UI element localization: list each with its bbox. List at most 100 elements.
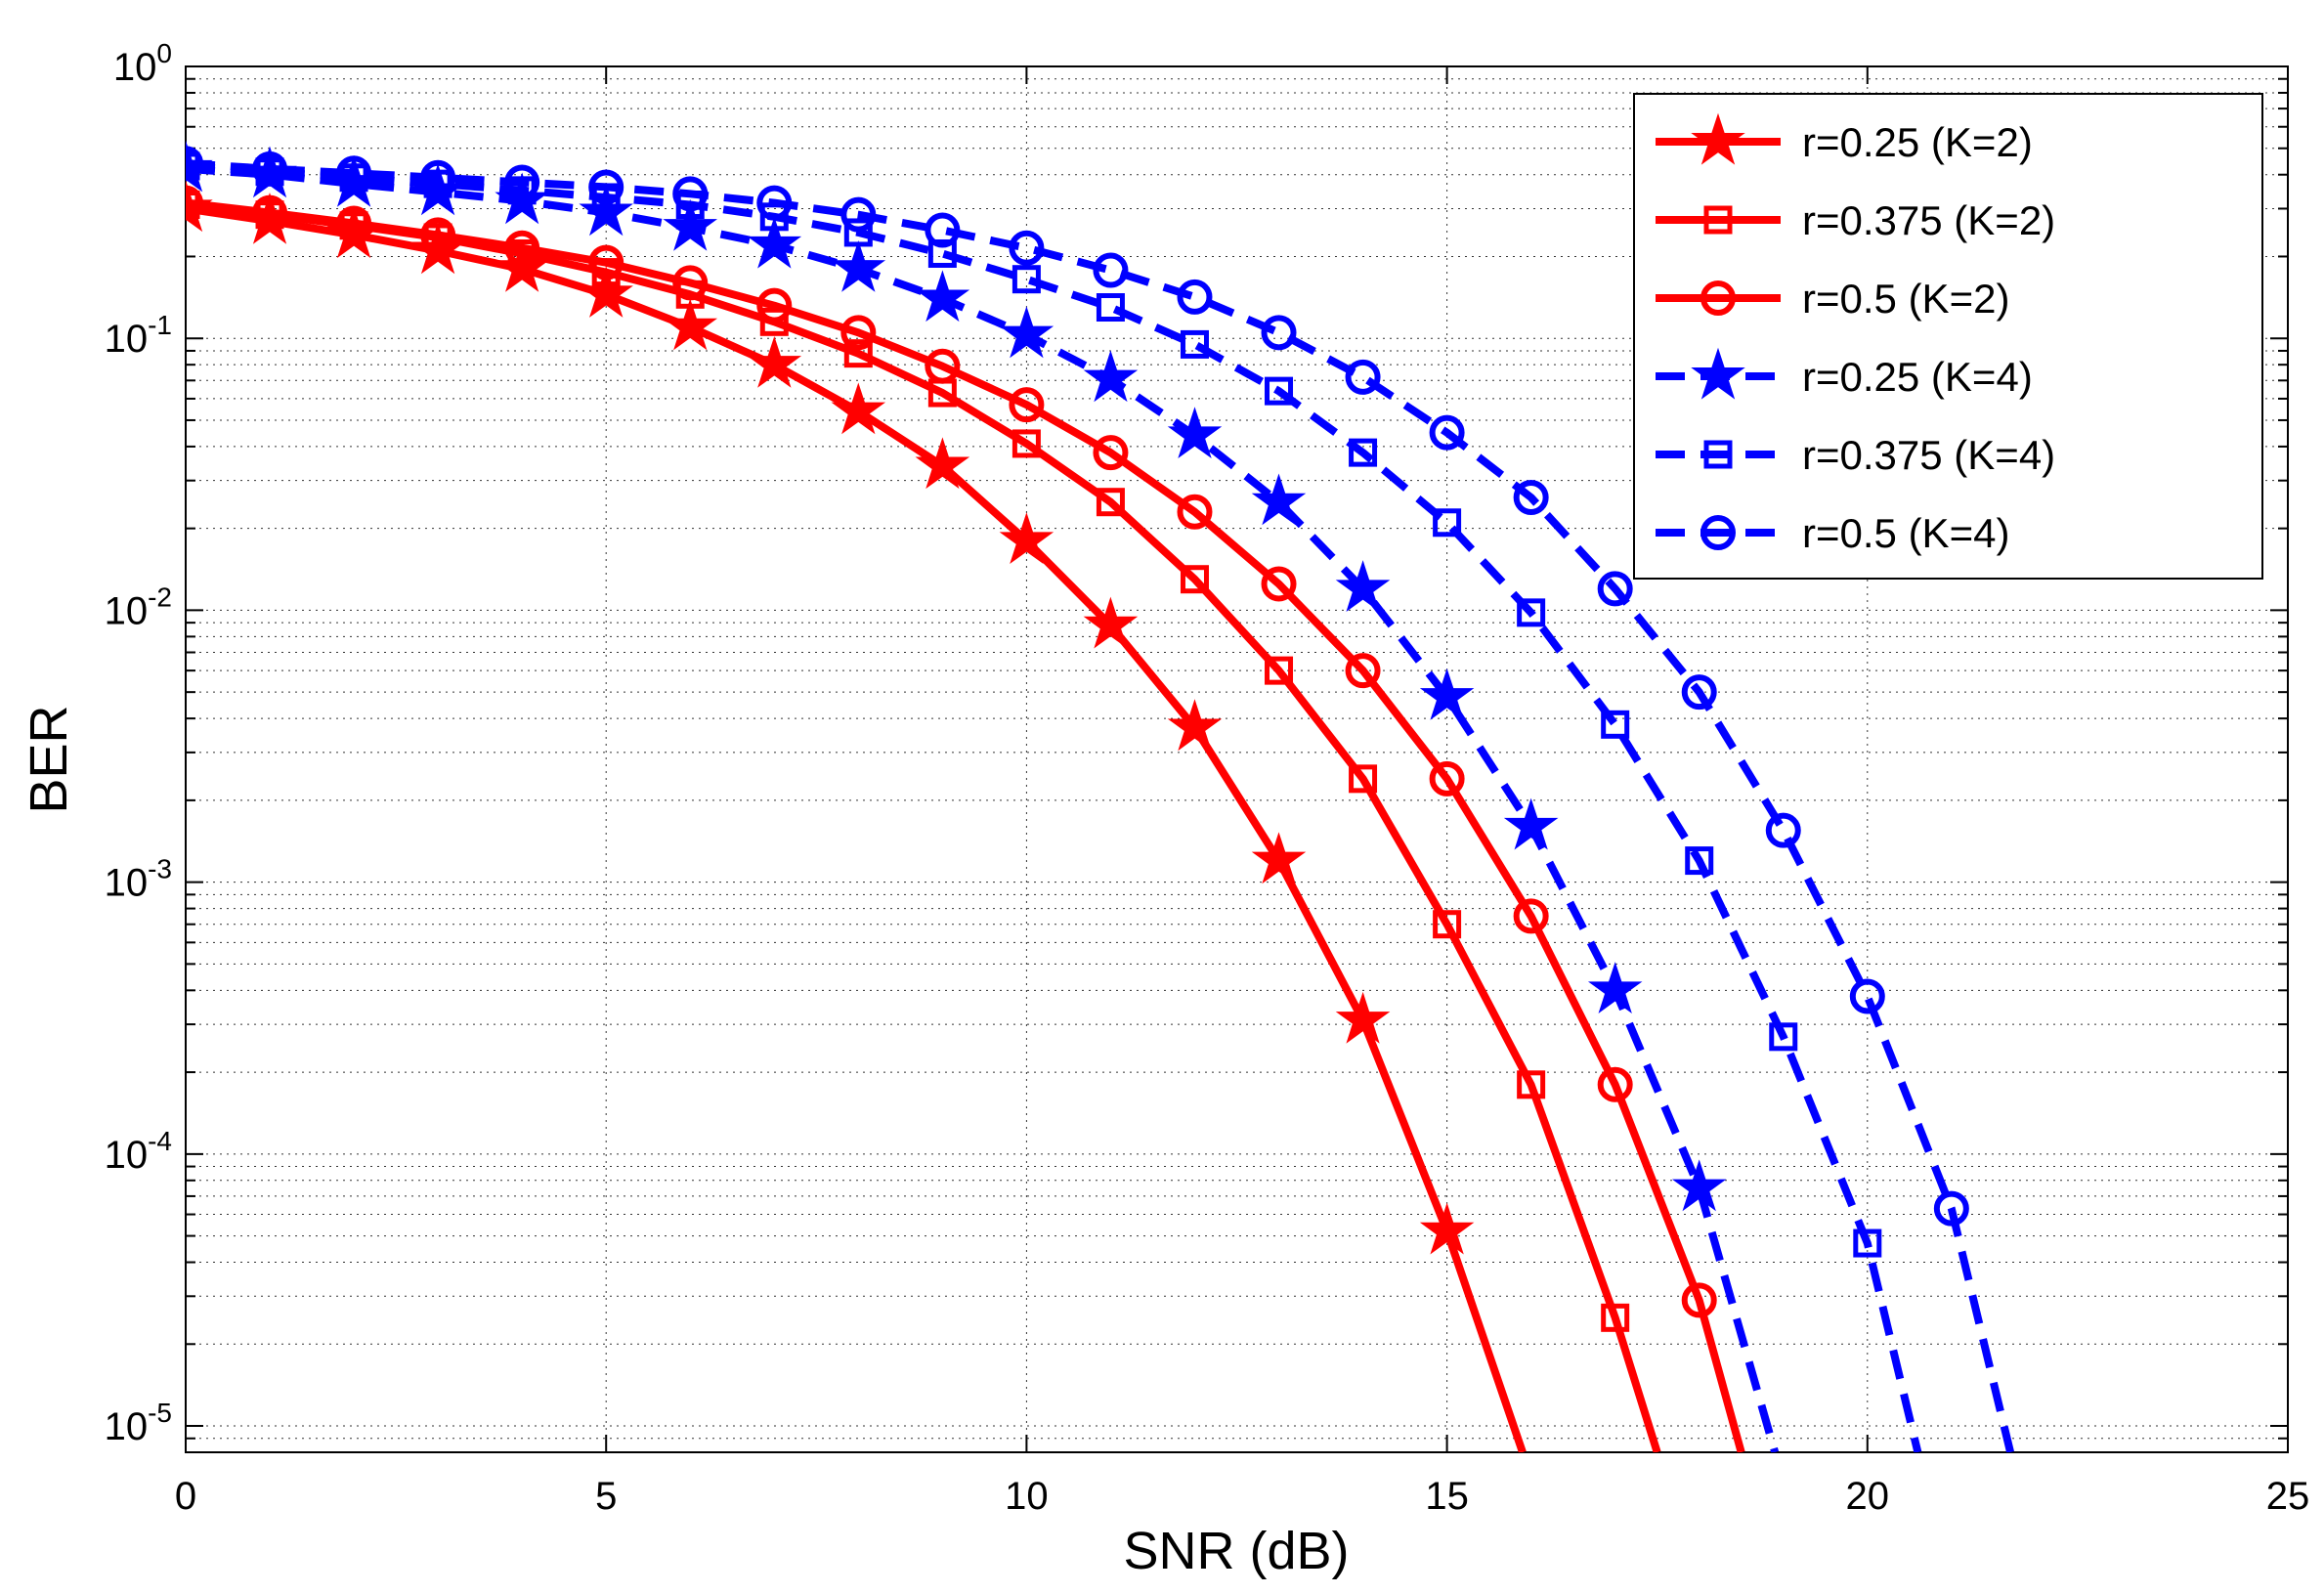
y-tick-base: 10 xyxy=(105,589,149,632)
data-point xyxy=(925,348,961,384)
data-point xyxy=(1345,653,1381,689)
data-point xyxy=(1419,668,1475,720)
series xyxy=(186,140,2014,1452)
data-point xyxy=(1517,598,1546,627)
x-tick-label: 0 xyxy=(175,1475,196,1518)
data-point xyxy=(915,437,970,490)
legend-marker xyxy=(1703,440,1733,469)
x-tick-label: 20 xyxy=(1846,1475,1890,1518)
data-point xyxy=(1251,473,1307,526)
y-tick-label: 10-4 xyxy=(105,1126,172,1177)
y-axis-label: BER xyxy=(20,705,78,813)
legend-item: r=0.25 (K=4) xyxy=(1656,347,2033,400)
data-point xyxy=(999,512,1054,564)
y-tick-label: 10-5 xyxy=(105,1398,172,1448)
data-point xyxy=(1419,1202,1475,1255)
legend-label: r=0.5 (K=4) xyxy=(1802,510,2009,556)
data-point xyxy=(1265,656,1294,685)
data-point xyxy=(1083,596,1139,649)
data-point xyxy=(1093,252,1129,288)
data-point xyxy=(1096,293,1125,323)
x-tick-labels: 0 5 10 15 20 25 xyxy=(175,1475,2309,1518)
data-point xyxy=(663,198,718,251)
data-point xyxy=(252,194,288,231)
legend-box xyxy=(1633,93,2263,580)
y-tick-base: 10 xyxy=(105,318,149,361)
y-tick-exponent: -1 xyxy=(148,310,172,340)
legend-label: r=0.25 (K=2) xyxy=(1802,119,2033,165)
legend-marker xyxy=(1700,280,1736,316)
data-point xyxy=(1180,329,1209,359)
x-tick-label: 5 xyxy=(595,1475,617,1518)
y-tick-exponent: -5 xyxy=(148,1398,172,1428)
data-point xyxy=(1011,429,1041,458)
data-point xyxy=(1096,488,1125,517)
data-point xyxy=(1503,797,1559,850)
data-point xyxy=(1180,565,1209,594)
y-tick-base: 10 xyxy=(105,862,149,905)
legend-marker xyxy=(1691,347,1745,400)
data-point xyxy=(840,196,877,233)
y-tick-label: 100 xyxy=(113,38,172,89)
data-point xyxy=(915,270,970,323)
data-point xyxy=(1349,438,1378,467)
data-point xyxy=(756,185,793,221)
data-point xyxy=(672,176,709,212)
data-point xyxy=(1349,764,1378,794)
data-point xyxy=(672,265,709,301)
data-point xyxy=(1167,699,1223,752)
y-tick-label: 10-2 xyxy=(105,582,172,632)
legend-item: r=0.5 (K=4) xyxy=(1656,510,2009,556)
legend-item: r=0.375 (K=4) xyxy=(1656,432,2055,478)
data-point xyxy=(1587,962,1643,1014)
data-point xyxy=(504,164,540,200)
legend-marker xyxy=(1691,112,1745,165)
legend: r=0.25 (K=2) r=0.375 (K=2) r=0.5 (K=2) r=0.… xyxy=(1633,93,2263,580)
data-point xyxy=(1769,1022,1798,1052)
data-point xyxy=(1345,359,1381,395)
data-point xyxy=(504,230,540,266)
legend-item: r=0.5 (K=2) xyxy=(1656,276,2009,322)
data-point xyxy=(1433,910,1462,939)
data-point xyxy=(1849,978,1885,1014)
data-point xyxy=(756,287,793,323)
data-point xyxy=(1433,508,1462,538)
data-point xyxy=(336,205,372,241)
data-point xyxy=(1681,1282,1717,1318)
y-tick-base: 10 xyxy=(105,1405,149,1448)
data-point xyxy=(747,336,802,388)
data-point xyxy=(747,216,802,269)
data-point xyxy=(1681,674,1717,711)
data-point xyxy=(840,315,877,351)
y-tick-base: 10 xyxy=(105,1134,149,1177)
series-3 xyxy=(186,185,1745,1452)
data-point xyxy=(186,185,203,221)
y-tick-label: 10-1 xyxy=(105,310,172,361)
data-point xyxy=(579,266,633,318)
y-tick-exponent: 0 xyxy=(156,38,172,68)
data-point xyxy=(843,218,873,247)
legend-marker xyxy=(1700,515,1736,550)
data-point xyxy=(1261,566,1297,602)
data-point xyxy=(1601,710,1630,739)
legend-item: r=0.25 (K=2) xyxy=(1656,112,2033,165)
y-tick-exponent: -4 xyxy=(148,1126,172,1156)
data-point xyxy=(1009,387,1045,423)
series-6 xyxy=(186,146,2014,1452)
data-point xyxy=(1513,898,1549,934)
data-point xyxy=(831,240,886,292)
data-point xyxy=(1429,414,1465,451)
x-tick-label: 15 xyxy=(1425,1475,1469,1518)
series-line xyxy=(186,162,1922,1452)
data-point xyxy=(831,382,886,435)
data-point xyxy=(1167,407,1223,458)
legend-item: r=0.375 (K=2) xyxy=(1656,197,2055,243)
y-tick-exponent: -3 xyxy=(148,854,172,884)
series-line xyxy=(186,164,1780,1452)
data-point xyxy=(588,244,624,280)
y-tick-base: 10 xyxy=(113,46,157,89)
data-point xyxy=(1933,1190,1969,1227)
data-point xyxy=(420,159,456,195)
